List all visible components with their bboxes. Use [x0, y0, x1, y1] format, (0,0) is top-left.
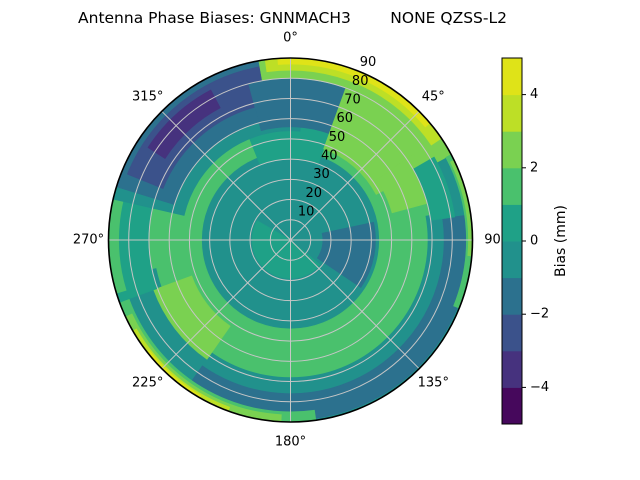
colorbar: 4 2 0 −2 −4 [501, 57, 549, 425]
angle-tick-label: 90 [484, 233, 501, 248]
colorbar-tick-label: −4 [530, 380, 549, 395]
radial-tick-label: 60 [337, 111, 354, 126]
colorbar-band [502, 94, 522, 132]
angle-tick-labels: 0° 45° 90 135° 180° 225° 270° 315° [73, 31, 501, 450]
angle-tick-label: 45° [422, 90, 445, 105]
colorbar-band [502, 241, 522, 279]
contour-band-sector [147, 89, 221, 159]
colorbar-band [502, 387, 522, 425]
radial-tick-label: 40 [321, 149, 338, 164]
angular-gridline [161, 110, 291, 241]
colorbar-band [502, 131, 522, 169]
colorbar-band [502, 204, 522, 242]
colorbar-band [502, 58, 522, 96]
angle-tick-label: 180° [275, 435, 306, 450]
angle-tick-label: 135° [418, 375, 449, 390]
colorbar-band [502, 314, 522, 352]
colorbar-label: Bias (mm) [553, 205, 569, 277]
radial-tick-label: 20 [306, 186, 323, 201]
angle-tick-label: 270° [73, 233, 104, 248]
radial-tick-labels: 10 20 30 40 50 60 70 80 90 [298, 55, 376, 220]
colorbar-band [502, 277, 522, 315]
polar-contour-bands [108, 57, 473, 423]
angle-tick-label: 0° [283, 31, 298, 46]
radial-tick-label: 80 [352, 74, 369, 89]
colorbar-tick-label: 4 [530, 87, 538, 102]
angle-tick-label: 225° [132, 375, 163, 390]
contour-band-sector [153, 275, 231, 360]
colorbar-tick-label: 0 [530, 234, 538, 249]
colorbar-tick-label: −2 [530, 307, 549, 322]
angle-tick-label: 315° [132, 90, 163, 105]
radial-tick-label: 10 [298, 205, 315, 220]
angular-gridline [161, 239, 291, 370]
radial-tick-label: 50 [329, 130, 346, 145]
polar-grid [108, 58, 473, 422]
angular-gridline [290, 110, 420, 241]
radial-tick-label: 30 [313, 167, 330, 182]
polar-outline [107, 57, 474, 423]
colorbar-tick-label: 2 [530, 160, 538, 175]
radial-tick-label: 70 [344, 93, 361, 108]
radial-tick-label: 90 [360, 55, 377, 70]
angular-gridline [290, 239, 420, 370]
colorbar-band [502, 350, 522, 388]
chart-title: Antenna Phase Biases: GNNMACH3 NONE QZSS… [78, 9, 507, 27]
colorbar-band [502, 167, 522, 205]
